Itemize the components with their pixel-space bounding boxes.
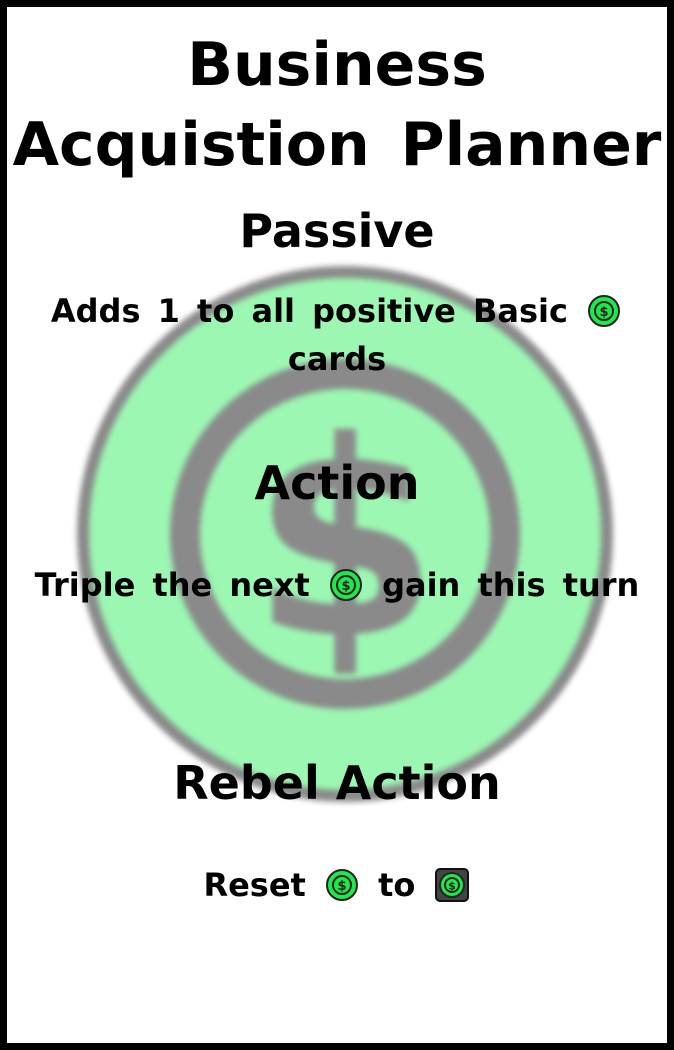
- passive-heading: Passive: [239, 204, 435, 258]
- rebel-action-text: Reset $ to $: [37, 861, 637, 909]
- svg-text:$: $: [448, 880, 456, 893]
- money-coin-background-icon: $: [77, 266, 613, 802]
- passive-text: Adds 1 to all positive Basic $ cards: [37, 287, 637, 383]
- money-coin-icon: $: [325, 868, 359, 902]
- svg-text:$: $: [337, 879, 346, 894]
- card-title-line-1: Business: [187, 30, 487, 100]
- money-coin-icon: $: [587, 294, 621, 328]
- svg-text:$: $: [341, 579, 350, 594]
- action-text-part-2: gain this turn: [382, 566, 640, 604]
- card-title-line-2: Acquistion Planner: [12, 110, 662, 180]
- money-coin-icon: $: [329, 568, 363, 602]
- svg-text:$: $: [251, 383, 439, 698]
- rebel-action-text-part-2: to: [378, 866, 416, 904]
- action-text: Triple the next $ gain this turn: [7, 561, 667, 609]
- money-token-dark-icon: $: [434, 868, 469, 902]
- passive-text-part-2: cards: [287, 340, 387, 378]
- passive-text-part-1: Adds 1 to all positive Basic: [50, 292, 568, 330]
- rebel-action-text-part-1: Reset: [203, 866, 306, 904]
- svg-text:$: $: [600, 305, 609, 320]
- card-content: Business Acquistion Planner Passive Adds…: [7, 7, 667, 1043]
- action-heading: Action: [254, 456, 420, 510]
- action-text-part-1: Triple the next: [34, 566, 310, 604]
- card-title: Business Acquistion Planner: [7, 25, 667, 185]
- rebel-action-heading: Rebel Action: [173, 756, 501, 810]
